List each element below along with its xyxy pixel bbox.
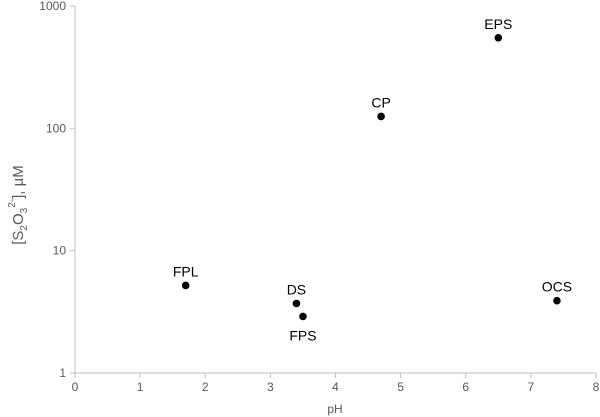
data-point-ocs: [553, 296, 561, 305]
y-axis-title-sub2: 3: [19, 207, 30, 213]
x-tick-label: 4: [332, 380, 339, 394]
y-axis-title-prefix: [S: [10, 231, 27, 245]
y-axis-title-suffix: ], µM: [10, 165, 27, 199]
data-points: [181, 33, 561, 321]
y-tick-label: 10: [53, 244, 67, 258]
point-label-fps: FPS: [289, 327, 316, 343]
x-tick-label: 0: [72, 380, 79, 394]
x-axis-title: pH: [327, 402, 342, 416]
data-point-fps: [299, 312, 307, 321]
point-label-fpl: FPL: [173, 263, 199, 279]
y-tick-label: 100: [46, 121, 66, 135]
x-tick-label: 5: [397, 380, 404, 394]
point-labels: EPS CP FPL DS FPS OCS: [173, 16, 572, 344]
y-axis-title: [S2O32-], µM: [7, 165, 30, 245]
x-tick-label: 8: [593, 380, 600, 394]
point-label-eps: EPS: [484, 16, 512, 32]
y-tick-label: 1: [59, 366, 66, 380]
x-tick-label: 1: [137, 380, 144, 394]
x-tick-label: 7: [528, 380, 535, 394]
y-tick-label: 1000: [39, 0, 66, 13]
data-point-cp: [377, 112, 385, 121]
y-axis-title-mid: O: [10, 213, 27, 225]
data-point-eps: [494, 33, 503, 42]
x-tick-label: 2: [202, 380, 209, 394]
point-label-ds: DS: [287, 281, 306, 297]
y-axis-title-sup: 2-: [7, 199, 18, 208]
y-axis-title-sub1: 2: [19, 225, 30, 231]
axes: [70, 5, 597, 378]
point-label-cp: CP: [371, 94, 390, 110]
x-tick-label: 3: [267, 380, 274, 394]
point-label-ocs: OCS: [542, 279, 572, 295]
data-point-fpl: [181, 281, 190, 290]
data-point-ds: [292, 299, 301, 308]
x-tick-label: 6: [462, 380, 469, 394]
